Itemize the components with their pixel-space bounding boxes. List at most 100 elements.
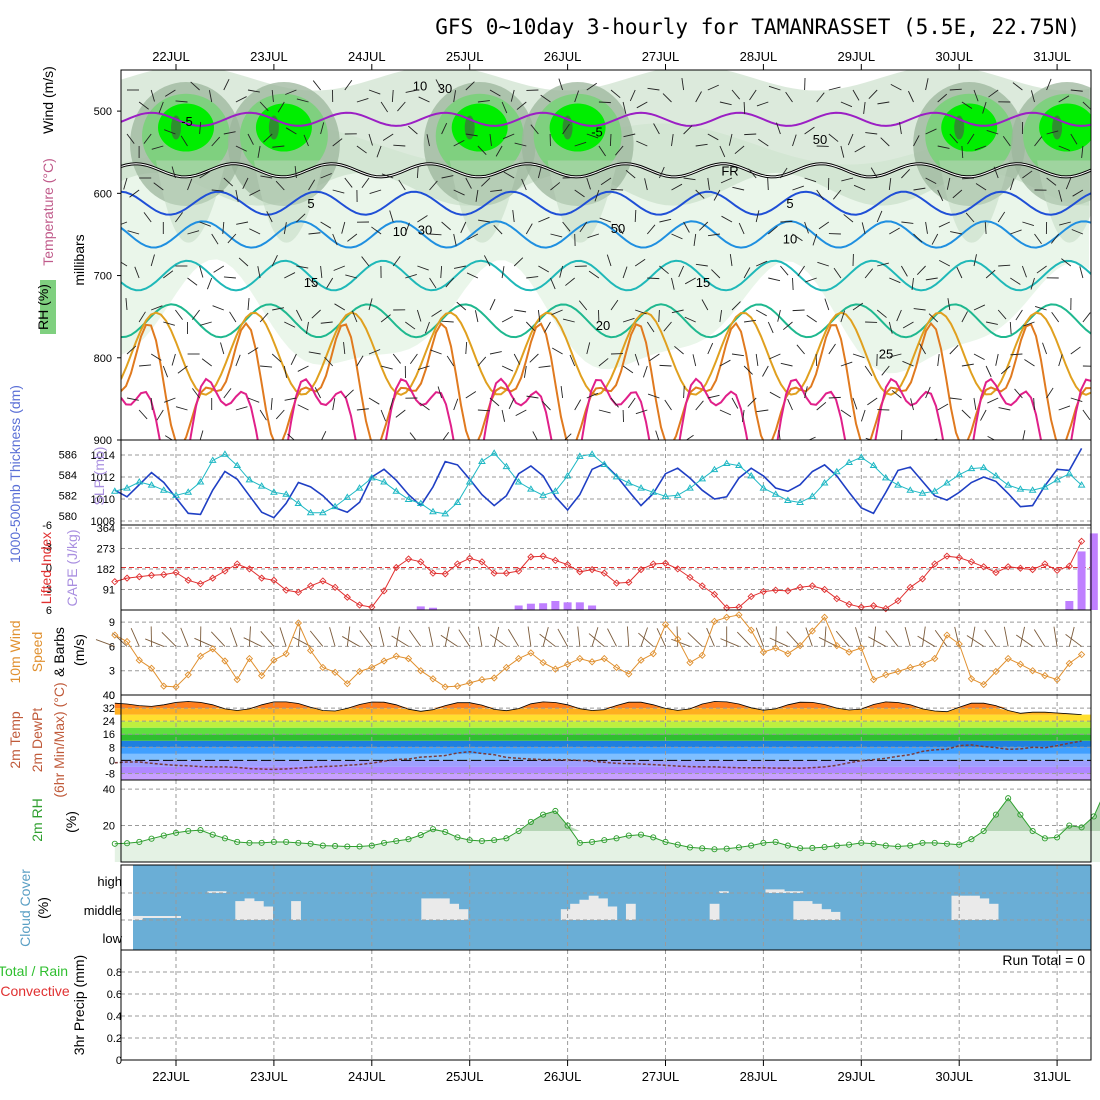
wind-marker bbox=[600, 654, 608, 663]
wind-barb bbox=[341, 221, 346, 234]
wind-barb bbox=[416, 309, 422, 322]
wind-marker bbox=[453, 682, 462, 690]
thickness-marker bbox=[783, 496, 792, 503]
wind-marker bbox=[820, 613, 829, 621]
surface-wind-barb bbox=[607, 628, 617, 647]
wind-barb bbox=[741, 409, 745, 422]
surface-wind-barb bbox=[408, 629, 422, 647]
rh-marker bbox=[503, 835, 510, 842]
wind-barb bbox=[242, 177, 249, 189]
wind-barb bbox=[634, 353, 640, 366]
li-marker bbox=[723, 604, 731, 612]
wind-barb bbox=[636, 101, 648, 109]
rh-marker bbox=[870, 840, 877, 847]
wind-barb bbox=[1012, 82, 1023, 91]
slp-tick-label: 1012 bbox=[91, 472, 115, 484]
rh-marker bbox=[172, 829, 180, 836]
wind-marker bbox=[661, 620, 670, 629]
wind-marker bbox=[111, 631, 119, 639]
wind-barb bbox=[368, 89, 381, 95]
wind-barb bbox=[465, 133, 478, 137]
wind-barb bbox=[392, 256, 401, 267]
rh-marker bbox=[197, 827, 204, 834]
wind-barb bbox=[1010, 353, 1023, 356]
temp-band bbox=[121, 727, 1091, 735]
thickness-marker bbox=[221, 450, 229, 457]
wind-barb bbox=[881, 365, 890, 376]
wind-barb bbox=[937, 93, 948, 103]
wind-barb bbox=[671, 134, 674, 147]
wind-barb bbox=[984, 221, 987, 235]
surface-wind-barb bbox=[1053, 626, 1058, 647]
wind-barb bbox=[344, 389, 354, 399]
rh-tick-label: 20 bbox=[103, 821, 115, 833]
rh-marker bbox=[919, 839, 926, 846]
rh-marker bbox=[319, 842, 326, 849]
wind-barb bbox=[465, 81, 475, 91]
pressure-tick-label: 800 bbox=[94, 353, 112, 365]
temp-band bbox=[121, 766, 1091, 774]
wind-barb bbox=[532, 431, 538, 440]
wind-barb bbox=[649, 353, 660, 362]
wind-barb bbox=[880, 137, 890, 147]
wind-barb bbox=[816, 401, 827, 411]
wind-barb bbox=[755, 309, 767, 317]
temp-tick-label: 24 bbox=[103, 716, 115, 728]
wind-barb bbox=[1022, 430, 1026, 440]
wind-barb bbox=[876, 309, 887, 318]
wind-barb bbox=[376, 145, 382, 158]
thickness-marker bbox=[441, 509, 450, 517]
wind-barb bbox=[901, 169, 911, 179]
wind-barb bbox=[832, 189, 842, 200]
wind-barb bbox=[211, 136, 221, 147]
li-marker bbox=[918, 575, 927, 583]
isotherm-10 bbox=[121, 220, 1091, 249]
rh-marker bbox=[368, 842, 375, 849]
cloud-bar-middle bbox=[988, 903, 999, 920]
li-marker bbox=[404, 555, 413, 563]
bottom-date-label: 30JUL bbox=[935, 1069, 973, 1084]
wind-barb bbox=[285, 127, 297, 135]
wind-barb bbox=[441, 122, 448, 135]
wind-barb bbox=[938, 221, 950, 228]
wind-barb bbox=[812, 233, 818, 246]
wind-barb bbox=[664, 399, 672, 411]
wind-barb bbox=[417, 265, 429, 271]
wind-marker bbox=[282, 650, 290, 658]
rh-plume bbox=[547, 160, 618, 243]
wind-barb bbox=[199, 171, 211, 179]
li-marker bbox=[943, 552, 951, 560]
wind-barb bbox=[562, 318, 575, 323]
wind-marker bbox=[955, 640, 963, 648]
cape-bar bbox=[539, 603, 548, 610]
cloud-strip bbox=[169, 916, 173, 918]
cloud-bar-high bbox=[793, 891, 804, 893]
wind-barb bbox=[719, 310, 723, 323]
wind-barb bbox=[719, 409, 732, 416]
wind-barb bbox=[949, 133, 959, 144]
wind-barb bbox=[961, 101, 973, 109]
wind-barb bbox=[391, 89, 394, 103]
wind-barb bbox=[235, 354, 241, 367]
cloud-bar-middle bbox=[960, 895, 971, 920]
wind-barb bbox=[787, 398, 793, 411]
wind-barb bbox=[768, 225, 778, 235]
wind-marker bbox=[355, 667, 364, 676]
thickness-marker bbox=[869, 461, 878, 469]
wind-barb bbox=[606, 254, 612, 267]
wind-barb bbox=[925, 277, 938, 281]
precip-frame bbox=[120, 949, 1092, 1061]
temp-band bbox=[121, 747, 1091, 754]
wind-barb bbox=[783, 321, 793, 331]
wind-barb bbox=[223, 388, 232, 399]
cloud-bar-middle bbox=[830, 911, 841, 920]
rh-area-high bbox=[114, 798, 1100, 832]
temp-band bbox=[121, 721, 1091, 728]
temp-tick-label: 40 bbox=[103, 690, 115, 702]
wind-barb bbox=[368, 298, 373, 311]
rh-marker bbox=[858, 839, 865, 846]
rh-marker bbox=[821, 844, 828, 851]
rh-legend-swatch bbox=[40, 280, 56, 334]
rh-marker bbox=[809, 844, 816, 852]
